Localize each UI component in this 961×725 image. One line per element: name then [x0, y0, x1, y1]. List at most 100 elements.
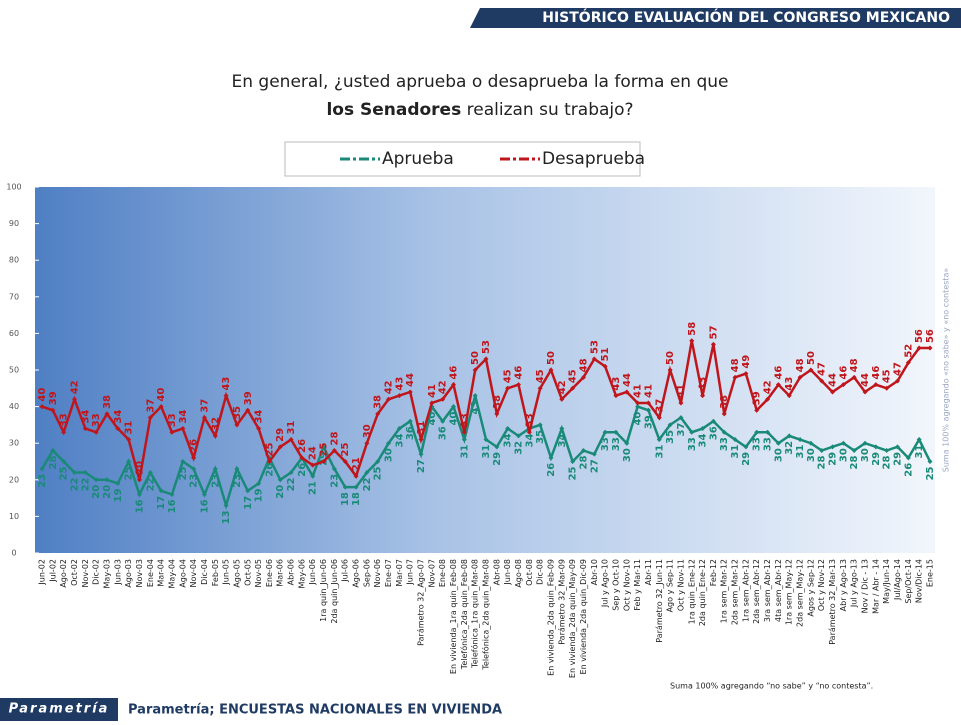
data-label: 50 [806, 351, 817, 365]
data-label: 56 [925, 329, 936, 343]
point-marker [39, 404, 45, 410]
point-marker [472, 367, 478, 373]
header-bar [470, 8, 961, 28]
point-marker [710, 341, 716, 347]
point-marker [873, 382, 879, 388]
point-marker [895, 378, 901, 384]
data-label: 39 [48, 391, 59, 405]
point-marker [580, 448, 586, 454]
point-marker [288, 469, 294, 475]
x-tick-label: En vivienda_2da quin_Feb-09 [546, 559, 555, 676]
point-marker [830, 444, 836, 450]
point-marker [591, 356, 597, 362]
x-tick-label: Jun-02 [38, 559, 47, 586]
x-tick-label: Feb-05 [211, 559, 220, 586]
point-marker [548, 455, 554, 461]
x-tick-label: Jun-05 [222, 559, 231, 586]
point-marker [765, 429, 771, 435]
data-label: 36 [708, 426, 719, 440]
x-tick-label: Nov-07 [427, 559, 436, 587]
point-marker [126, 437, 132, 443]
x-tick-label: 2da quin_Jun-06 [330, 559, 339, 624]
data-label: 40 [427, 412, 438, 426]
point-marker [537, 385, 543, 391]
point-marker [191, 455, 197, 461]
data-label: 20 [134, 461, 145, 475]
y-tick-label: 60 [9, 329, 19, 338]
x-tick-label: Ago-06 [352, 559, 361, 588]
data-label: 39 [243, 391, 254, 405]
chart-title: En general, ¿usted aprueba o desaprueba … [232, 72, 729, 92]
data-label: 26 [546, 463, 557, 477]
data-label: 22 [362, 477, 373, 491]
x-tick-label: Sep-06 [362, 559, 371, 587]
x-tick-label: Dic-08 [536, 559, 545, 585]
x-tick-label: Ene-15 [926, 559, 935, 587]
data-label: 58 [687, 322, 698, 336]
data-label: 19 [113, 488, 124, 502]
point-marker [310, 473, 316, 479]
point-marker [147, 415, 153, 421]
point-marker [570, 385, 576, 391]
logo: Parametría [9, 702, 110, 717]
point-marker [310, 462, 316, 468]
data-label: 40 [37, 388, 48, 402]
data-label: 33 [91, 413, 102, 427]
data-label: 31 [286, 421, 297, 435]
side-note: Suma 100% agregando «no sabe» y «no cont… [942, 268, 951, 473]
point-marker [624, 440, 630, 446]
point-marker [700, 426, 706, 432]
data-label: 44 [405, 373, 416, 387]
data-label: 32 [210, 417, 221, 431]
point-marker [418, 437, 424, 443]
data-label: 25 [178, 466, 189, 480]
data-label: 45 [535, 369, 546, 383]
y-tick-label: 80 [9, 256, 19, 265]
x-tick-label: May/Jun-14 [882, 559, 891, 604]
y-tick-label: 30 [9, 439, 19, 448]
point-marker [256, 426, 262, 432]
x-tick-label: May-06 [297, 559, 306, 588]
point-marker [277, 444, 283, 450]
point-marker [93, 429, 99, 435]
data-label: 28 [578, 455, 589, 469]
point-marker [743, 444, 749, 450]
point-marker [830, 389, 836, 395]
data-label: 43 [394, 377, 405, 391]
point-marker [418, 451, 424, 457]
data-label: 18 [351, 492, 362, 506]
point-marker [916, 437, 922, 443]
x-tick-label: Abr-08 [492, 559, 501, 585]
data-label: 33 [687, 437, 698, 451]
data-label: 21 [351, 457, 362, 471]
data-label: 34 [524, 434, 535, 448]
point-marker [548, 367, 554, 373]
data-label: 16 [199, 499, 210, 513]
point-marker [180, 459, 186, 464]
point-marker [429, 400, 435, 406]
point-marker [819, 448, 825, 454]
x-tick-label: Oct y Nov-11 [676, 559, 685, 611]
data-label: 57 [708, 325, 719, 339]
x-tick-label: Nov-02 [81, 559, 90, 587]
point-marker [234, 422, 240, 428]
point-marker [570, 459, 576, 464]
x-tick-label: En vivienda_2da quin_May-09 [568, 559, 577, 678]
point-marker [191, 466, 197, 472]
point-marker [526, 429, 532, 435]
point-marker [223, 393, 229, 399]
x-tick-label: Nov-05 [254, 559, 263, 587]
data-label: 29 [492, 452, 503, 466]
point-marker [591, 451, 597, 457]
point-marker [754, 407, 760, 413]
data-label: 17 [156, 496, 167, 510]
point-marker [126, 459, 132, 464]
data-label: 44 [622, 373, 633, 387]
data-label: 23 [329, 474, 340, 488]
title-bold: los Senadores [326, 100, 461, 120]
data-label: 33 [752, 437, 763, 451]
x-tick-label: Abr-11 [644, 559, 653, 585]
point-marker [115, 426, 121, 432]
point-marker [645, 407, 651, 413]
